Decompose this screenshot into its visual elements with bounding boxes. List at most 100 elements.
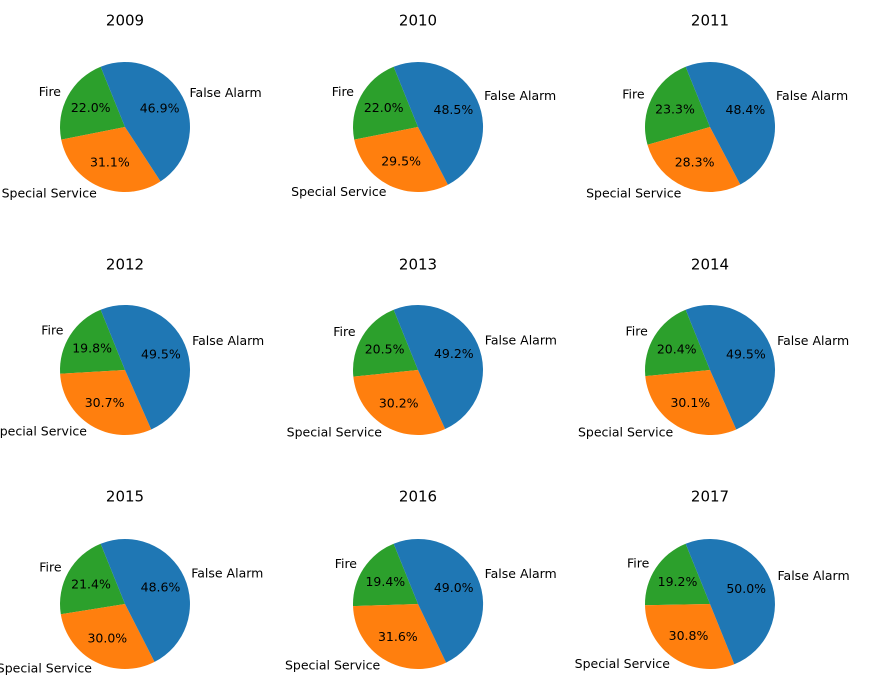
pie-category-label-fire: Fire [625,324,648,339]
pie-value-label-special-service: 30.7% [85,395,125,410]
pie-category-label-special-service: Special Service [575,656,671,671]
pie-value-label-fire: 23.3% [655,101,695,116]
pie-value-label-fire: 20.5% [365,341,405,356]
pie-slice-false-alarm [685,539,775,665]
pie-value-label-special-service: 29.5% [381,154,421,169]
pie-title: 2011 [691,12,729,30]
pie-value-label-false-alarm: 49.0% [434,580,474,595]
pie-category-label-false-alarm: False Alarm [191,565,263,580]
pie-category-label-false-alarm: False Alarm [485,333,557,348]
pie-slice-special-service [647,127,741,192]
pie-chart-2017: 2017 19.2% Fire 30.8% Special Service 50.0% Fa… [575,488,850,672]
pie-value-label-special-service: 30.1% [670,395,710,410]
pie-category-label-fire: Fire [39,84,62,99]
pie-category-label-special-service: Special Service [586,185,682,200]
pie-value-label-fire: 21.4% [71,576,111,591]
pie-slice-false-alarm [100,62,190,182]
pie-category-label-false-alarm: False Alarm [485,566,557,581]
pie-slice-special-service [353,604,447,670]
pie-category-label-false-alarm: False Alarm [190,85,262,100]
pie-slice-fire [644,543,710,606]
pie-title: 2014 [691,256,729,274]
pie-slice-special-service [60,370,152,435]
pie-category-label-special-service: Special Service [287,425,383,440]
pie-category-label-fire: Fire [333,324,356,339]
pie-slice-fire [352,309,418,377]
pie-value-label-special-service: 31.1% [90,154,130,169]
pie-slice-false-alarm [393,61,484,185]
pie-value-label-false-alarm: 48.4% [726,102,766,117]
pie-title: 2016 [399,488,437,506]
pie-value-label-special-service: 30.0% [87,630,127,645]
pie-value-label-fire: 22.0% [364,100,404,115]
pie-slice-fire [60,543,125,615]
pie-value-label-special-service: 28.3% [675,154,715,169]
pie-value-label-false-alarm: 46.9% [140,100,180,115]
pie-slice-false-alarm [685,61,776,185]
pie-chart-2014: 2014 20.4% Fire 30.1% Special Service 49.5% Fa… [578,256,849,440]
pie-title: 2013 [399,256,437,274]
pie-value-label-false-alarm: 49.5% [726,346,766,361]
pie-value-label-fire: 22.0% [71,100,111,115]
pie-title: 2012 [106,256,144,274]
pie-category-label-fire: Fire [627,555,650,570]
pie-slice-false-alarm [100,304,191,430]
pie-category-label-fire: Fire [332,84,355,99]
pie-value-label-fire: 19.4% [365,574,405,589]
pie-value-label-fire: 20.4% [657,341,697,356]
pie-slice-false-alarm [393,538,484,663]
pie-category-label-fire: Fire [622,87,645,102]
pie-slice-false-alarm [685,304,776,430]
pie-chart-2012: 2012 19.8% Fire 30.7% Special Service 49.5% Fa… [0,256,264,439]
pie-slice-fire [353,66,418,140]
pie-value-label-special-service: 30.8% [669,628,709,643]
pie-slice-special-service [354,127,448,192]
pie-title: 2015 [106,488,144,506]
pie-category-label-special-service: Special Service [0,660,92,675]
pie-category-label-false-alarm: False Alarm [484,88,556,103]
pie-category-label-fire: Fire [39,560,62,575]
pie-slice-special-service [60,604,155,669]
pie-value-label-false-alarm: 49.5% [141,346,181,361]
pie-category-label-special-service: Special Service [578,424,674,439]
pie-chart-2009: 2009 22.0% Fire 31.1% Special Service 46.9% Fa… [2,12,262,201]
pie-category-label-special-service: Special Service [291,184,387,199]
pie-category-label-false-alarm: False Alarm [778,568,850,583]
pie-slice-false-alarm [393,304,483,430]
pie-value-label-special-service: 31.6% [378,629,418,644]
pie-chart-2015: 2015 21.4% Fire 30.0% Special Service 48.6% Fa… [0,488,263,676]
pie-chart-2010: 2010 22.0% Fire 29.5% Special Service 48.5% Fa… [291,12,556,200]
pie-category-label-fire: Fire [335,556,358,571]
pie-chart-2011: 2011 23.3% Fire 28.3% Special Service 48.4% Fa… [586,12,848,201]
pie-slice-fire [60,66,125,140]
pie-value-label-fire: 19.2% [658,574,698,589]
pie-value-label-false-alarm: 50.0% [726,581,766,596]
pie-value-label-false-alarm: 48.6% [141,579,181,594]
pie-value-label-false-alarm: 48.5% [434,102,474,117]
pie-slice-special-service [645,370,737,435]
pie-slice-fire [644,309,710,377]
pie-slice-special-service [61,127,161,192]
pie-slice-false-alarm [100,539,190,662]
pie-slice-fire [60,309,125,374]
pie-title: 2009 [106,12,144,30]
pie-slice-fire [352,543,418,607]
pie-slice-fire [644,66,710,145]
pie-category-label-special-service: Special Service [285,658,381,673]
pie-category-label-false-alarm: False Alarm [776,88,848,103]
pie-title: 2010 [399,12,437,30]
pie-chart-2016: 2016 19.4% Fire 31.6% Special Service 49.0% Fa… [285,488,557,673]
pie-title: 2017 [691,488,729,506]
pie-value-label-fire: 19.8% [72,341,112,356]
pie-category-label-special-service: Special Service [0,424,87,439]
pie-category-label-false-alarm: False Alarm [777,333,849,348]
pie-value-label-special-service: 30.2% [379,395,419,410]
pie-category-label-fire: Fire [41,323,64,338]
pie-slice-special-service [645,604,735,670]
pie-category-label-special-service: Special Service [2,186,98,201]
pie-value-label-false-alarm: 49.2% [434,346,474,361]
pie-category-label-false-alarm: False Alarm [192,333,264,348]
pie-chart-2013: 2013 20.5% Fire 30.2% Special Service 49.2% Fa… [287,256,557,440]
pie-slice-special-service [353,370,446,435]
